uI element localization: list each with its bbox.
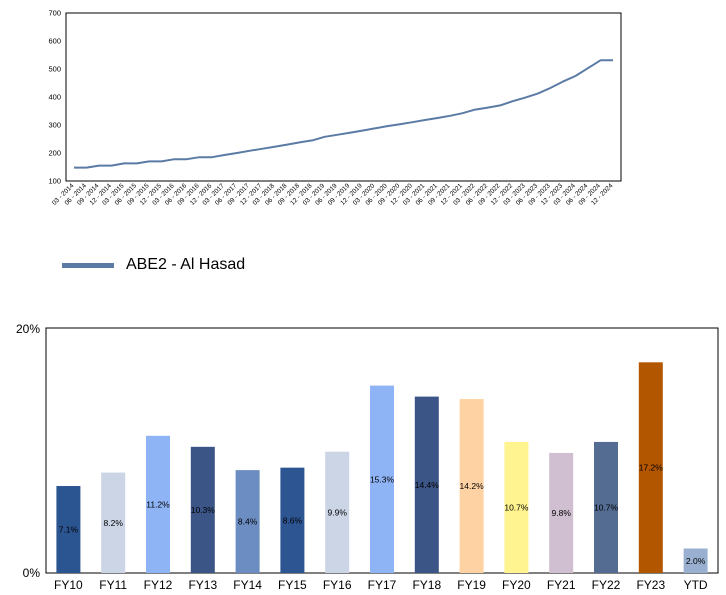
bar-data-label: 8.4% xyxy=(238,517,258,527)
bar xyxy=(414,396,439,573)
bar-data-label: 8.6% xyxy=(283,515,303,525)
bar xyxy=(190,446,215,573)
bar-series-group xyxy=(56,362,708,573)
bar-x-tick-label: FY16 xyxy=(323,578,352,592)
bar xyxy=(370,385,394,573)
bar-y-tick-label: 20% xyxy=(16,322,40,336)
line-y-tick-label: 500 xyxy=(48,65,61,74)
bar-data-label: 11.2% xyxy=(146,499,170,509)
line-y-tick-label: 100 xyxy=(48,177,61,186)
bar-data-label: 10.7% xyxy=(594,502,619,512)
bar-chart: 20%0% FY10 FY11 FY12 FY13 FY14 FY15 FY16 FY17 FY… xyxy=(16,322,719,592)
bar-x-tick-label: FY20 xyxy=(502,578,531,592)
bar xyxy=(325,451,350,573)
bar-x-tick-label: FY19 xyxy=(457,578,486,592)
bar-x-tick-label: FY13 xyxy=(188,578,217,592)
bar-data-label: 7.1% xyxy=(59,525,79,535)
line-plot-frame xyxy=(65,12,622,182)
bar-data-label: 15.3% xyxy=(370,474,395,484)
line-series-path xyxy=(74,59,613,169)
bar-x-tick-label: FY12 xyxy=(144,578,173,592)
bar xyxy=(459,399,484,573)
bar xyxy=(549,452,574,573)
bar-y-axis: 20% 0% xyxy=(16,322,40,580)
bar xyxy=(235,470,260,573)
bar xyxy=(683,548,708,573)
bar xyxy=(56,486,81,573)
bar-data-label: 14.2% xyxy=(460,481,485,491)
line-y-tick-label: 400 xyxy=(48,93,61,102)
legend-swatch xyxy=(62,262,114,268)
line-y-axis: 100 200 300 400 500 600 700 xyxy=(48,9,61,186)
bar-x-tick-label: YTD xyxy=(684,578,708,592)
bar-x-tick-label: FY23 xyxy=(636,578,665,592)
line-series-group xyxy=(74,59,613,169)
bar xyxy=(101,472,126,573)
bar-x-tick-label: FY22 xyxy=(592,578,621,592)
bar xyxy=(146,435,170,573)
bar-x-tick-label: FY10 xyxy=(54,578,83,592)
line-y-tick-label: 600 xyxy=(48,37,61,46)
line-y-tick-label: 200 xyxy=(48,149,61,158)
bar-data-label: 2.0% xyxy=(686,556,706,566)
line-y-tick-label: 700 xyxy=(48,9,61,18)
bar xyxy=(280,467,305,573)
bar-data-label: 10.3% xyxy=(191,505,216,515)
bar-data-label: 10.7% xyxy=(504,502,529,512)
legend-label: ABE2 - Al Hasad xyxy=(126,256,246,273)
bar-data-label: 8.2% xyxy=(104,518,124,528)
bar-y-tick-label: 0% xyxy=(23,566,41,580)
bar-x-tick-label: FY21 xyxy=(547,578,576,592)
bar-x-tick-label: FY14 xyxy=(233,578,262,592)
bar-data-label: 17.2% xyxy=(639,463,664,473)
bar-data-label: 9.8% xyxy=(552,508,572,518)
bar-data-label: 14.4% xyxy=(415,480,440,490)
bar-x-tick-label: FY15 xyxy=(278,578,307,592)
bar-x-axis: FY10 FY11 FY12 FY13 FY14 FY15 FY16 FY17 FY18 FY19… xyxy=(54,578,708,592)
bar-data-label: 9.9% xyxy=(328,507,348,517)
bar-x-tick-label: FY18 xyxy=(412,578,441,592)
line-y-tick-label: 300 xyxy=(48,121,61,130)
bar xyxy=(638,362,663,573)
bar-data-labels: 7.1% 8.2% 11.2% 10.3% 8.4% 8.6% 9.9% 15.3% 14.4%… xyxy=(59,463,706,566)
bar-x-tick-label: FY11 xyxy=(99,578,127,592)
bar xyxy=(504,441,529,573)
bar-x-tick-label: FY17 xyxy=(368,578,397,592)
bar xyxy=(594,441,618,573)
line-legend: ABE2 - Al Hasad xyxy=(62,254,245,276)
